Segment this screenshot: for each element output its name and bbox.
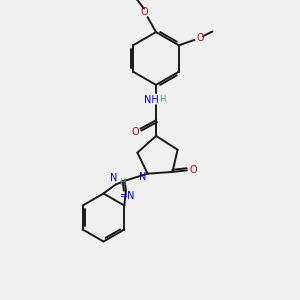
Text: O: O	[140, 7, 148, 17]
Text: NH: NH	[143, 95, 158, 105]
Text: N: N	[110, 173, 118, 183]
Text: =N: =N	[120, 191, 136, 201]
Text: O: O	[131, 127, 139, 137]
Text: O: O	[196, 33, 204, 43]
Text: O: O	[189, 165, 197, 176]
Text: H: H	[159, 95, 166, 104]
Text: H: H	[119, 178, 125, 187]
Text: N: N	[139, 172, 146, 182]
